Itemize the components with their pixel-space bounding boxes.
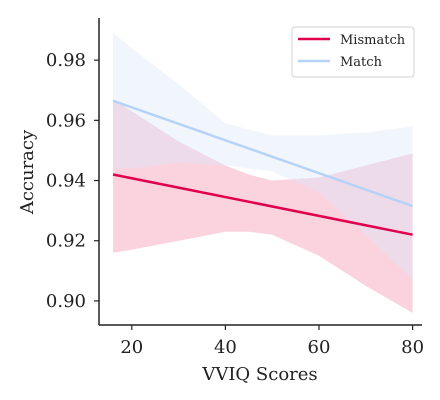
axes xyxy=(98,18,422,326)
y-tick-label: 0.96 xyxy=(46,110,86,131)
y-ticks: 0.90 0.92 0.94 0.96 0.98 xyxy=(46,50,99,312)
confidence-bands xyxy=(113,33,413,313)
y-axis-label: Accuracy xyxy=(17,129,38,215)
y-tick-label: 0.92 xyxy=(46,231,86,252)
legend-label-mismatch: Mismatch xyxy=(340,33,406,48)
legend: Mismatch Match xyxy=(291,26,415,78)
x-tick-label: 60 xyxy=(308,337,331,358)
y-tick-label: 0.94 xyxy=(46,171,86,192)
ci-band-match xyxy=(113,33,413,280)
y-tick-label: 0.90 xyxy=(46,291,86,312)
series-line-match xyxy=(112,99,414,208)
x-tick-label: 40 xyxy=(214,337,237,358)
x-ticks: 20 40 60 80 xyxy=(120,325,424,358)
ci-band-mismatch xyxy=(113,99,413,313)
x-tick-label: 80 xyxy=(401,337,424,358)
y-tick-label: 0.98 xyxy=(46,50,86,71)
regression-lines xyxy=(112,99,414,236)
legend-label-match: Match xyxy=(340,55,383,70)
x-tick-label: 20 xyxy=(120,337,143,358)
series-line-mismatch xyxy=(112,173,413,236)
x-axis-label: VVIQ Scores xyxy=(201,364,317,385)
